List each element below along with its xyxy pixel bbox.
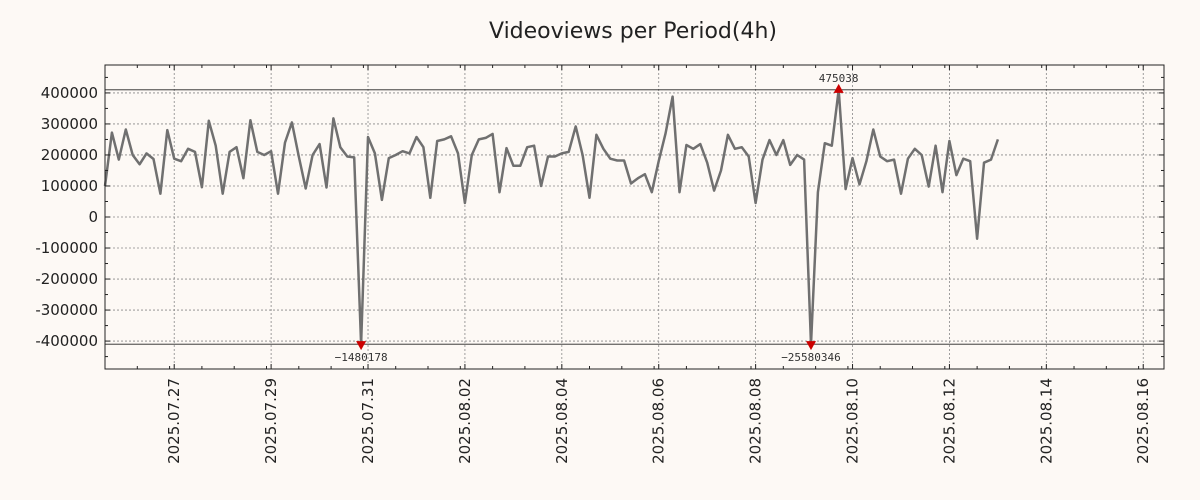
y-axis: 400000 300000 200000 100000 0 -100000 -200000 -… (35, 76, 1164, 358)
x-tick-label: 2025.08.04 (553, 378, 571, 464)
x-tick-label: 2025.08.10 (844, 378, 862, 464)
x-tick-label: 2025.07.29 (262, 378, 280, 464)
x-tick-label: 2025.07.31 (359, 378, 377, 464)
y-tick-label: -100000 (35, 239, 98, 257)
series-layer (103, 88, 1000, 346)
y-tick-label: 100000 (41, 177, 98, 195)
y-tick-label: -300000 (35, 301, 98, 319)
marker-annotation: −1480178 (335, 351, 388, 364)
y-tick-label: 300000 (41, 115, 98, 133)
x-tick-label: 2025.08.02 (456, 378, 474, 464)
x-tick-label: 2025.08.14 (1037, 378, 1055, 464)
y-tick-label: 200000 (41, 146, 98, 164)
grid (105, 65, 1164, 369)
y-tick-label: 400000 (41, 84, 98, 102)
x-tick-label: 2025.08.12 (940, 378, 958, 464)
x-axis: 2025.07.27 2025.07.29 2025.07.31 2025.08.02… (104, 65, 1152, 464)
series-line (103, 88, 1000, 346)
reference-lines (105, 89, 1164, 345)
y-tick-label: -200000 (35, 270, 98, 288)
y-tick-label: -400000 (35, 332, 98, 350)
x-tick-label: 2025.08.06 (650, 378, 668, 464)
max-marker-icon (833, 83, 844, 93)
x-tick-label: 2025.08.08 (747, 378, 765, 464)
min-marker-icon (356, 341, 367, 351)
min-marker-icon (806, 341, 816, 351)
x-tick-label: 2025.08.16 (1134, 378, 1152, 464)
chart-title: Videoviews per Period(4h) (489, 19, 777, 44)
x-tick-label: 2025.07.27 (165, 378, 183, 464)
markers: −1480178 −25580346 475038 (335, 72, 859, 364)
marker-annotation: −25580346 (781, 351, 841, 364)
marker-annotation: 475038 (819, 72, 859, 85)
y-tick-label: 0 (88, 208, 98, 226)
